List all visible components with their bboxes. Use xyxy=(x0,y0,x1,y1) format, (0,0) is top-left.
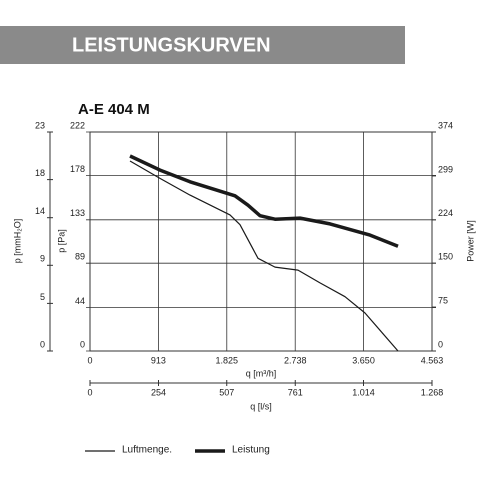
y-axis-label: p [Pa] xyxy=(56,229,66,253)
y2-tick-label: 0 xyxy=(438,339,443,349)
y-tick-label: 89 xyxy=(75,252,85,262)
data-line xyxy=(129,154,399,248)
y3-tick-label: 18 xyxy=(35,168,45,178)
x-tick-label: 913 xyxy=(151,355,166,365)
y3-tick-label: 5 xyxy=(40,292,45,302)
x-axis-label: q [m³/h] xyxy=(246,368,277,378)
y2-tick-label: 374 xyxy=(438,120,453,130)
y3-axis-label: p [mmH₂O] xyxy=(12,219,22,264)
y-tick-label: 0 xyxy=(80,339,85,349)
y-tick-label: 222 xyxy=(70,120,85,130)
y3-tick-label: 0 xyxy=(40,339,45,349)
x2-tick-label: 507 xyxy=(219,387,234,397)
y2-tick-label: 150 xyxy=(438,252,453,262)
x-tick-label: 2.738 xyxy=(284,355,307,365)
y2-tick-label: 224 xyxy=(438,208,453,218)
x-tick-label: 1.825 xyxy=(216,355,239,365)
model-name: A-E 404 M xyxy=(78,101,150,118)
y-tick-label: 178 xyxy=(70,164,85,174)
x2-axis-label: q [l/s] xyxy=(250,401,272,411)
x2-tick-label: 1.268 xyxy=(421,387,444,397)
y2-tick-label: 75 xyxy=(438,295,448,305)
data-line xyxy=(129,160,399,352)
x2-tick-label: 0 xyxy=(87,387,92,397)
y2-axis-label: Power [W] xyxy=(465,220,475,262)
title-band xyxy=(0,26,405,64)
x-tick-label: 3.650 xyxy=(352,355,375,365)
y3-tick-label: 23 xyxy=(35,120,45,130)
plot-border xyxy=(89,131,433,352)
x-tick-label: 0 xyxy=(87,355,92,365)
y3-tick-label: 9 xyxy=(40,254,45,264)
legend-label: Leistung xyxy=(232,445,270,456)
x2-tick-label: 761 xyxy=(288,387,303,397)
x-tick-label: 4.563 xyxy=(421,355,444,365)
y-tick-label: 44 xyxy=(75,296,85,306)
y3-tick-label: 14 xyxy=(35,206,45,216)
page-title: LEISTUNGSKURVEN xyxy=(72,34,271,56)
x2-tick-label: 254 xyxy=(151,387,166,397)
y-tick-label: 133 xyxy=(70,208,85,218)
legend-label: Luftmenge. xyxy=(122,445,172,456)
y2-tick-label: 299 xyxy=(438,164,453,174)
x2-tick-label: 1.014 xyxy=(352,387,375,397)
